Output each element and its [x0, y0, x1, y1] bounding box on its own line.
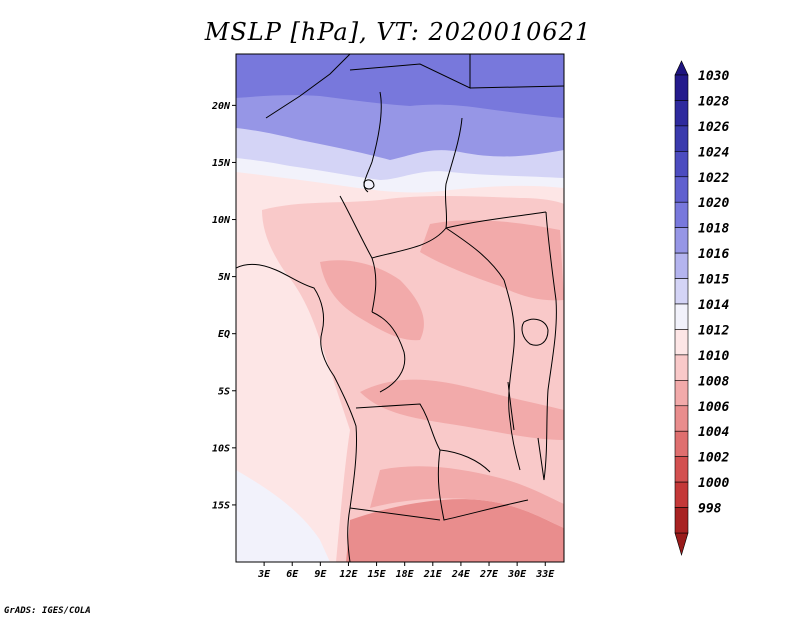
colorbar-swatch [674, 125, 689, 152]
colorbar-swatch [674, 430, 689, 457]
field-south-low-b [370, 466, 564, 528]
colorbar-label: 1004 [698, 425, 729, 440]
lake-tanganyika [507, 381, 515, 431]
colorbar-swatch [674, 481, 689, 508]
colorbar-swatch [674, 227, 689, 254]
colorbar-swatch [674, 100, 689, 127]
colorbar-label: 1002 [698, 451, 729, 466]
colorbar-swatch [674, 380, 689, 407]
colorbar-swatch [674, 456, 689, 483]
field-congo-low [420, 220, 564, 301]
colorbar-label: 1018 [698, 222, 729, 237]
colorbar-label: 1015 [698, 273, 729, 288]
border-angola [355, 403, 491, 473]
x-tick-label: 24E [451, 569, 471, 580]
border-congo-drc [371, 311, 406, 393]
map-panel [236, 54, 564, 562]
y-tick-label: 15S [212, 500, 230, 511]
colorbar-label: 1010 [698, 349, 729, 364]
x-tick-label: 30E [507, 569, 527, 580]
x-tick-label: 27E [479, 569, 499, 580]
colorbar-label: 1026 [698, 120, 729, 135]
colorbar-label: 998 [698, 502, 722, 517]
colorbar-swatch [674, 329, 689, 356]
x-tick-label: 18E [396, 569, 415, 580]
border-south-sudan [445, 211, 547, 229]
y-tick-label: 5N [218, 272, 231, 283]
border-nigeria-cameroon [339, 195, 377, 313]
field-congo-low-b [320, 260, 424, 341]
colorbar-label: 1020 [698, 196, 729, 211]
colorbar-label: 1008 [698, 374, 729, 389]
colorbar-swatch [674, 278, 689, 305]
x-axis-ticks: 3E 6E 9E 12E 15E 18E 21E 24E 27E 30E 33E [257, 562, 555, 580]
x-tick-label: 9E [314, 569, 327, 580]
field-ocean-pale [236, 470, 330, 562]
colorbar-label: 1006 [698, 400, 729, 415]
border-drc-east [503, 279, 521, 471]
colorbar-label: 1016 [698, 247, 729, 262]
lake-malawi [537, 437, 545, 481]
colorbar-swatch [674, 252, 689, 279]
colorbar-top-arrow [674, 60, 689, 76]
y-tick-label: 15N [212, 158, 231, 169]
lake-chad [363, 179, 375, 190]
colorbar-label: 1014 [698, 298, 729, 313]
y-axis-ticks: 20N 15N 10N 5N EQ 5S 10S 15S [211, 101, 236, 511]
y-tick-label: EQ [218, 329, 230, 340]
chart-title: MSLP [hPa], VT: 2020010621 [204, 18, 591, 46]
coastlines-borders [236, 54, 564, 562]
colorbar-label: 1024 [698, 145, 729, 160]
colorbar-swatch [674, 74, 689, 101]
border-namibia [349, 507, 441, 521]
colorbar-label: 1012 [698, 323, 729, 338]
border-egypt [469, 85, 564, 89]
y-tick-label: 5S [218, 386, 230, 397]
border-car [371, 227, 505, 281]
border-east [543, 211, 557, 481]
colorbar-swatch [674, 151, 689, 178]
field-north-high [236, 54, 564, 118]
colorbar-label: 1028 [698, 94, 729, 109]
x-tick-label: 12E [339, 569, 358, 580]
colorbar-swatch [674, 176, 689, 203]
x-tick-label: 21E [423, 569, 443, 580]
border-zambia [437, 449, 529, 521]
colorbar-bottom-arrow [674, 532, 689, 557]
colorbar-label: 1022 [698, 171, 729, 186]
map-frame [235, 53, 565, 563]
y-tick-label: 10N [212, 215, 231, 226]
border-sahara-mid [349, 54, 471, 89]
y-tick-label: 20N [211, 101, 231, 112]
y-tick-label: 10S [212, 443, 230, 454]
grads-footer: GrADS: IGES/COLA [4, 606, 91, 616]
colorbar-swatch [674, 354, 689, 381]
lake-victoria [521, 318, 549, 346]
border-sahara-west [265, 54, 351, 119]
colorbar-swatch [674, 405, 689, 432]
border-chad-sudan [444, 117, 463, 229]
colorbar-swatch [674, 507, 689, 534]
coastline [236, 263, 358, 562]
colorbar-swatch [674, 201, 689, 228]
colorbar-label: 1000 [698, 476, 729, 491]
x-tick-label: 3E [257, 569, 271, 580]
colorbar-swatch [674, 303, 689, 330]
x-tick-label: 15E [368, 569, 387, 580]
colorbar-label: 1030 [698, 69, 729, 84]
x-tick-label: 33E [535, 569, 555, 580]
colorbar: 1030 1028 1026 1024 1022 1020 1018 1016 1015 1014… [674, 60, 729, 557]
x-tick-label: 6E [286, 569, 299, 580]
